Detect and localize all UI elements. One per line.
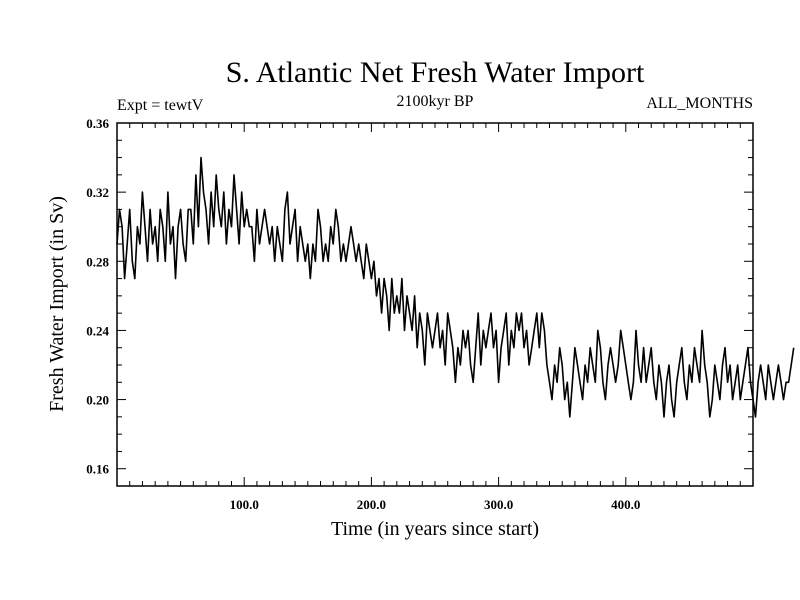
x-tick-label: 300.0: [484, 497, 513, 512]
y-tick-label: 0.20: [86, 393, 109, 408]
y-tick-label: 0.32: [86, 185, 109, 200]
y-tick-label: 0.36: [86, 116, 109, 131]
x-tick-label: 400.0: [611, 497, 640, 512]
x-axis-ticks: 100.0 200.0 300.0 400.0: [129, 123, 741, 512]
chart-subtitle: 2100kyr BP: [397, 93, 474, 110]
x-tick-label: 200.0: [357, 497, 386, 512]
y-tick-label: 0.24: [86, 323, 109, 338]
plot-frame: [116, 122, 754, 487]
x-axis-label: Time (in years since start): [331, 518, 539, 540]
y-tick-label: 0.28: [86, 254, 109, 269]
y-tick-label: 0.16: [86, 462, 109, 477]
y-axis-label: Fresh Water Import (in Sv): [46, 196, 68, 412]
x-tick-label: 100.0: [230, 497, 259, 512]
experiment-label: Expt = tewtV: [117, 97, 204, 114]
series-line: [116, 156, 795, 418]
chart-title: S. Atlantic Net Fresh Water Import: [226, 56, 645, 89]
months-label: ALL_MONTHS: [646, 95, 753, 112]
